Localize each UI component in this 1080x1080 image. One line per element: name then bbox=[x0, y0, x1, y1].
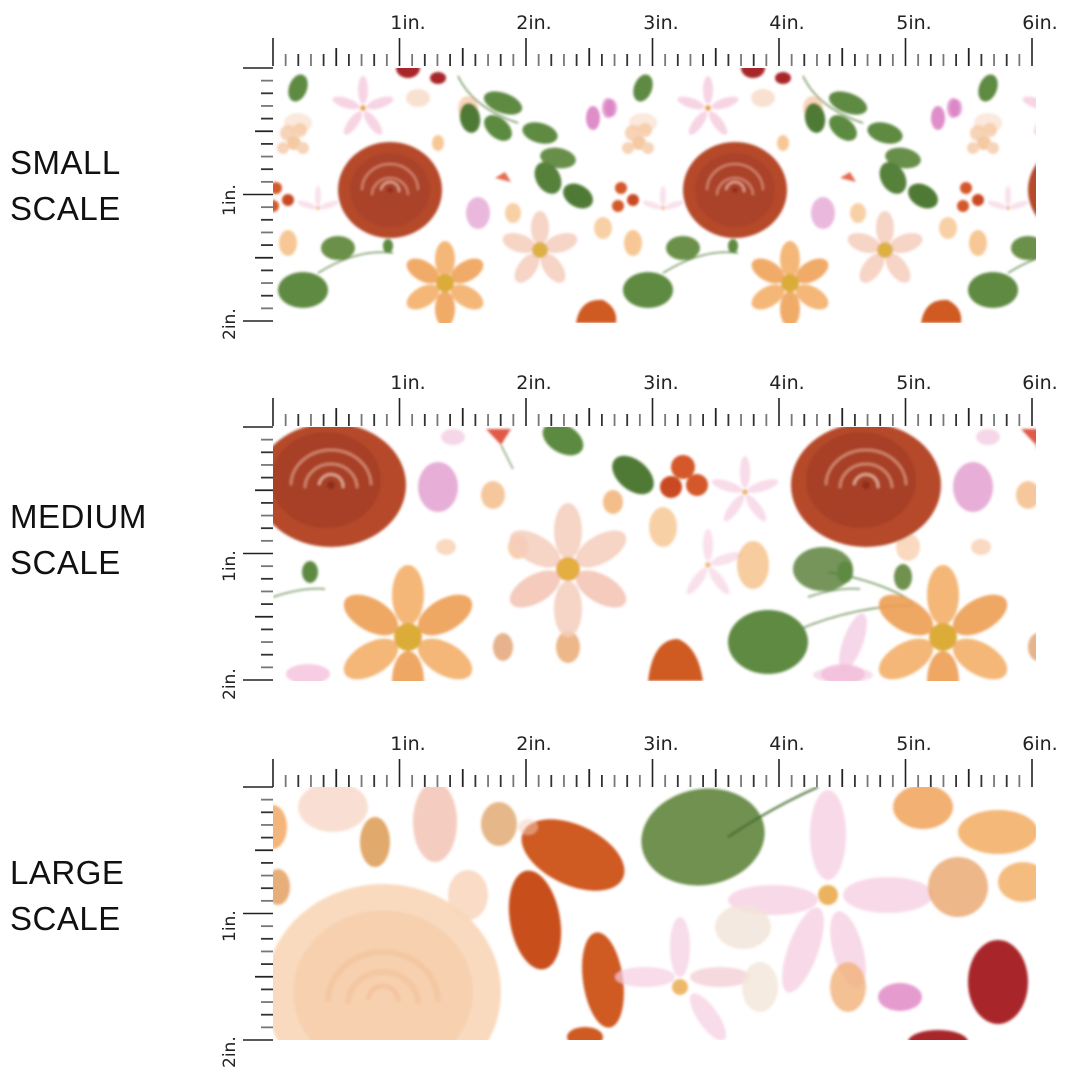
ruler-label-2in: 2in. bbox=[516, 733, 552, 755]
ruler-label-5in: 5in. bbox=[896, 372, 932, 394]
scale-label-line2: SCALE bbox=[10, 900, 121, 937]
left-ruler-medium: 1in. 2in. bbox=[216, 420, 276, 700]
ruler-ticks-vertical bbox=[243, 786, 273, 1041]
left-ruler-small: 1in. 2in. bbox=[216, 60, 276, 340]
ruler-label-5in: 5in. bbox=[896, 733, 932, 755]
scale-label-small: SMALL SCALE bbox=[10, 140, 121, 232]
ruler-label-4in: 4in. bbox=[769, 733, 805, 755]
ruler-ticks bbox=[272, 398, 1033, 426]
ruler-ticks-vertical bbox=[243, 67, 273, 322]
ruler-ticks bbox=[272, 759, 1033, 787]
ruler-label-6in: 6in. bbox=[1022, 12, 1058, 34]
floral-pattern-small bbox=[273, 68, 1036, 323]
scale-label-medium: MEDIUM SCALE bbox=[10, 494, 147, 586]
ruler-label-5in: 5in. bbox=[896, 12, 932, 34]
ruler-label-1in: 1in. bbox=[390, 372, 426, 394]
ruler-ticks bbox=[272, 38, 1033, 66]
ruler-label-4in: 4in. bbox=[769, 372, 805, 394]
scale-label-line2: SCALE bbox=[10, 544, 121, 581]
scale-label-line1: MEDIUM bbox=[10, 498, 147, 535]
top-ruler-large: 1in. 2in. 3in. 4in. 5in. 6in. bbox=[270, 731, 1058, 787]
ruler-label-1in: 1in. bbox=[390, 733, 426, 755]
ruler-label-3in: 3in. bbox=[643, 372, 679, 394]
scale-label-line2: SCALE bbox=[10, 190, 121, 227]
floral-pattern-medium bbox=[273, 427, 1036, 681]
ruler-label-3in: 3in. bbox=[643, 733, 679, 755]
ruler-label-1in: 1in. bbox=[390, 12, 426, 34]
fabric-swatch-small bbox=[273, 68, 1036, 323]
left-ruler-large: 1in. 2in. bbox=[216, 780, 276, 1070]
top-ruler-small: 1in. 2in. 3in. 4in. 5in. 6in. bbox=[270, 8, 1058, 66]
ruler-label-3in: 3in. bbox=[643, 12, 679, 34]
fabric-swatch-medium bbox=[273, 427, 1036, 681]
scale-label-line1: LARGE bbox=[10, 854, 125, 891]
ruler-label-6in: 6in. bbox=[1022, 372, 1058, 394]
ruler-label-6in: 6in. bbox=[1022, 733, 1058, 755]
scale-label-line1: SMALL bbox=[10, 144, 121, 181]
scale-label-large: LARGE SCALE bbox=[10, 850, 124, 942]
floral-pattern-large bbox=[273, 787, 1036, 1040]
ruler-label-4in: 4in. bbox=[769, 12, 805, 34]
top-ruler-medium: 1in. 2in. 3in. 4in. 5in. 6in. bbox=[270, 370, 1058, 426]
fabric-swatch-large bbox=[273, 787, 1036, 1040]
ruler-ticks-vertical bbox=[243, 426, 273, 681]
ruler-label-2in: 2in. bbox=[516, 12, 552, 34]
ruler-label-2in: 2in. bbox=[516, 372, 552, 394]
